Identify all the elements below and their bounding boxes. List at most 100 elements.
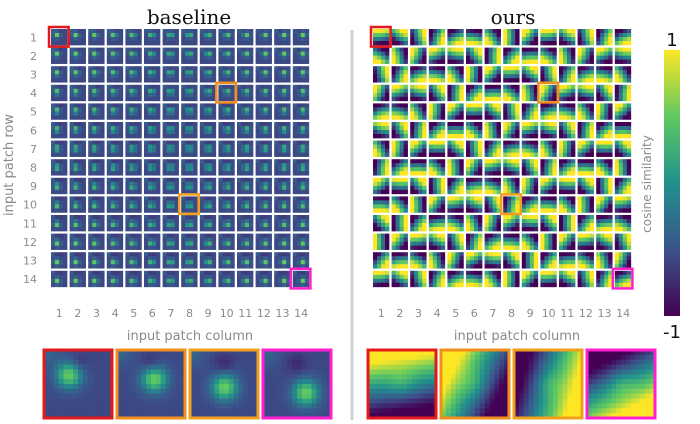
patch-cell (615, 122, 631, 138)
patch-cell (596, 122, 612, 138)
patch-cell (181, 252, 197, 268)
patch-cell (429, 159, 445, 175)
patch-cell (578, 103, 594, 119)
patch-cell (70, 178, 86, 194)
col-tick-label: 6 (471, 307, 478, 320)
colorbar (664, 50, 680, 316)
patch-cell (181, 141, 197, 157)
patch-cell (503, 48, 519, 64)
patch-cell (70, 29, 86, 45)
zoomed-patch (587, 350, 655, 418)
patch-cell (447, 29, 463, 45)
patch-cell (274, 234, 290, 250)
col-axis-label-baseline: input patch column (127, 329, 253, 344)
row-tick-label: 6 (30, 124, 37, 137)
patch-cell (256, 234, 272, 250)
row-tick-label: 13 (23, 255, 37, 268)
patch-cell (218, 29, 234, 45)
patch-cell (218, 122, 234, 138)
patch-cell (274, 103, 290, 119)
patch-cell (237, 178, 253, 194)
patch-cell (163, 66, 179, 82)
patch-cell (125, 234, 141, 250)
col-tick-label: 7 (489, 307, 496, 320)
patch-cell (373, 196, 389, 212)
col-tick-label: 14 (616, 307, 630, 320)
col-tick-label: 11 (238, 307, 252, 320)
patch-cell (51, 141, 67, 157)
patch-cell (466, 159, 482, 175)
patch-cell (88, 122, 104, 138)
patch-cell (447, 141, 463, 157)
patch-cell (429, 122, 445, 138)
patch-cell (200, 178, 216, 194)
patch-cell (181, 196, 197, 212)
patch-cell (373, 252, 389, 268)
patch-cell (88, 159, 104, 175)
patch-cell (107, 271, 123, 287)
patch-cell (615, 141, 631, 157)
patch-cell (144, 196, 160, 212)
col-tick-label: 7 (167, 307, 174, 320)
patch-cell (373, 85, 389, 101)
patch-cell (485, 271, 501, 287)
patch-cell (373, 271, 389, 287)
patch-cell (88, 141, 104, 157)
patch-cell (163, 234, 179, 250)
patch-cell (466, 271, 482, 287)
col-tick-label: 3 (93, 307, 100, 320)
patch-cell (88, 196, 104, 212)
patch-cell (615, 85, 631, 101)
zoom-strip-ours (368, 350, 655, 418)
patch-cell (429, 29, 445, 45)
patch-cell (392, 252, 408, 268)
patch-cell (237, 122, 253, 138)
patch-cell (107, 178, 123, 194)
patch-cell (596, 141, 612, 157)
patch-cell (522, 196, 538, 212)
patch-cell (596, 252, 612, 268)
patch-cell (596, 215, 612, 231)
patch-cell (559, 196, 575, 212)
patch-cell (578, 159, 594, 175)
patch-cell (447, 48, 463, 64)
patch-cell (559, 103, 575, 119)
patch-cell (392, 178, 408, 194)
patch-cell (274, 271, 290, 287)
patch-cell (578, 252, 594, 268)
zoomed-patch (190, 350, 258, 418)
patch-cell (218, 215, 234, 231)
row-tick-label: 1 (30, 31, 37, 44)
patch-cell (200, 48, 216, 64)
patch-cell (485, 252, 501, 268)
patch-cell (373, 122, 389, 138)
patch-cell (485, 178, 501, 194)
patch-cell (88, 271, 104, 287)
patch-cell (88, 178, 104, 194)
patch-cell (107, 122, 123, 138)
patch-cell (51, 29, 67, 45)
patch-cell (447, 66, 463, 82)
patch-cell (88, 234, 104, 250)
patch-cell (522, 252, 538, 268)
patch-cell (410, 252, 426, 268)
row-axis-label: input patch row (2, 114, 17, 216)
col-tick-label: 13 (276, 307, 290, 320)
patch-cell (181, 103, 197, 119)
patch-cell (200, 271, 216, 287)
patch-cell (256, 159, 272, 175)
patch-cell (447, 159, 463, 175)
patch-cell (51, 252, 67, 268)
patch-cell (70, 215, 86, 231)
patch-cell (200, 122, 216, 138)
patch-cell (237, 48, 253, 64)
col-tick-label: 5 (130, 307, 137, 320)
row-tick-label: 14 (23, 273, 37, 286)
patch-cell (429, 215, 445, 231)
patch-cell (596, 29, 612, 45)
patch-cell (293, 271, 309, 287)
patch-cell (237, 252, 253, 268)
patch-cell (218, 141, 234, 157)
zoomed-patch (514, 350, 582, 418)
patch-cell (503, 271, 519, 287)
